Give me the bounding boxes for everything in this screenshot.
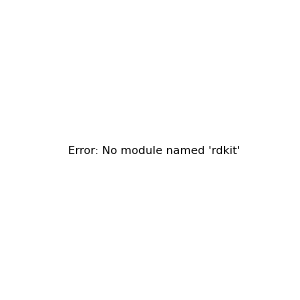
Text: Error: No module named 'rdkit': Error: No module named 'rdkit'	[68, 146, 240, 157]
